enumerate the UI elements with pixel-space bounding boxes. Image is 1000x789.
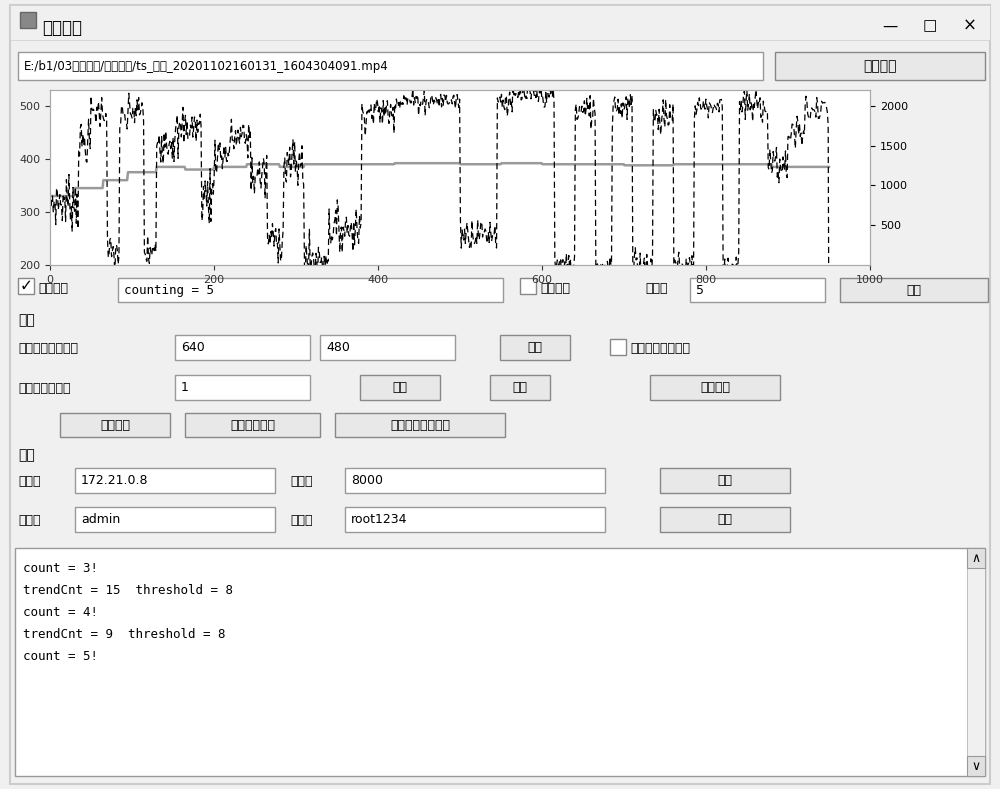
Text: 跳帧：: 跳帧：	[645, 282, 668, 294]
Text: 停止: 停止	[718, 513, 732, 526]
Text: —: —	[882, 18, 898, 33]
Text: 确定: 确定	[392, 381, 408, 394]
Bar	[18, 52, 763, 80]
Text: 实时: 实时	[18, 448, 35, 462]
Bar	[660, 507, 790, 532]
Text: 打开标签路径: 打开标签路径	[230, 418, 275, 432]
Bar	[967, 548, 985, 776]
Text: 保存标签: 保存标签	[100, 418, 130, 432]
Bar	[175, 375, 310, 400]
Text: 480: 480	[326, 341, 350, 354]
Text: □: □	[923, 18, 937, 33]
Text: 确定: 确定	[906, 283, 922, 297]
Text: root1234: root1234	[351, 513, 408, 526]
Text: 8000: 8000	[351, 474, 383, 487]
Text: 确定: 确定	[528, 341, 542, 354]
Bar	[967, 756, 985, 776]
Text: 账号：: 账号：	[18, 514, 40, 526]
Text: 停止视频: 停止视频	[700, 381, 730, 394]
Text: 开始: 开始	[718, 474, 732, 487]
Bar	[118, 278, 503, 302]
Bar	[185, 413, 320, 437]
Bar	[650, 375, 780, 400]
Text: counting = 5: counting = 5	[124, 283, 214, 297]
Bar	[360, 375, 440, 400]
Bar	[175, 335, 310, 360]
Text: 录像: 录像	[18, 313, 35, 327]
Bar	[345, 468, 605, 493]
Bar	[15, 548, 985, 776]
Text: 端口：: 端口：	[290, 474, 312, 488]
Bar	[500, 335, 570, 360]
Text: 更新坐标: 更新坐标	[38, 282, 68, 294]
Text: 1: 1	[181, 381, 189, 394]
Text: count = 4!: count = 4!	[23, 605, 98, 619]
Text: 计数测试: 计数测试	[42, 19, 82, 37]
Bar	[10, 5, 990, 40]
Bar	[75, 468, 275, 493]
Text: ✓: ✓	[20, 279, 32, 294]
Text: count = 3!: count = 3!	[23, 562, 98, 574]
Text: 5: 5	[696, 283, 704, 297]
Bar	[20, 12, 36, 28]
Text: trendCnt = 15  threshold = 8: trendCnt = 15 threshold = 8	[23, 584, 233, 596]
Bar	[490, 375, 550, 400]
Bar	[335, 413, 505, 437]
Text: 640: 640	[181, 341, 205, 354]
Text: E:/b1/03钻杆计数/测试素材/ts_退杆_20201102160131_1604304091.mp4: E:/b1/03钻杆计数/测试素材/ts_退杆_20201102160131_1…	[24, 59, 389, 73]
Bar	[520, 278, 536, 294]
Bar	[840, 278, 988, 302]
Text: 打开视频: 打开视频	[863, 59, 897, 73]
Text: 打开标签修正工具: 打开标签修正工具	[390, 418, 450, 432]
Text: 结果显示分辨率：: 结果显示分辨率：	[18, 342, 78, 354]
Text: 视频播放倍率：: 视频播放倍率：	[18, 382, 70, 394]
Text: ∧: ∧	[971, 552, 981, 564]
Text: 左侧退杆: 左侧退杆	[540, 282, 570, 294]
Bar	[660, 468, 790, 493]
Bar	[320, 335, 455, 360]
Bar	[967, 548, 985, 568]
Bar	[60, 413, 170, 437]
Text: admin: admin	[81, 513, 120, 526]
Text: 172.21.0.8: 172.21.0.8	[81, 474, 148, 487]
Bar	[610, 339, 626, 355]
Text: trendCnt = 9  threshold = 8: trendCnt = 9 threshold = 8	[23, 627, 226, 641]
Bar	[75, 507, 275, 532]
Text: 没反应点这个试试: 没反应点这个试试	[630, 342, 690, 354]
Text: ∨: ∨	[971, 760, 981, 772]
Text: 密码：: 密码：	[290, 514, 312, 526]
Text: 地址：: 地址：	[18, 474, 40, 488]
Bar	[18, 278, 34, 294]
Bar	[690, 278, 825, 302]
Text: 继续: 继续	[512, 381, 528, 394]
Bar	[345, 507, 605, 532]
Text: count = 5!: count = 5!	[23, 649, 98, 663]
Text: ×: ×	[963, 17, 977, 35]
Bar	[775, 52, 985, 80]
